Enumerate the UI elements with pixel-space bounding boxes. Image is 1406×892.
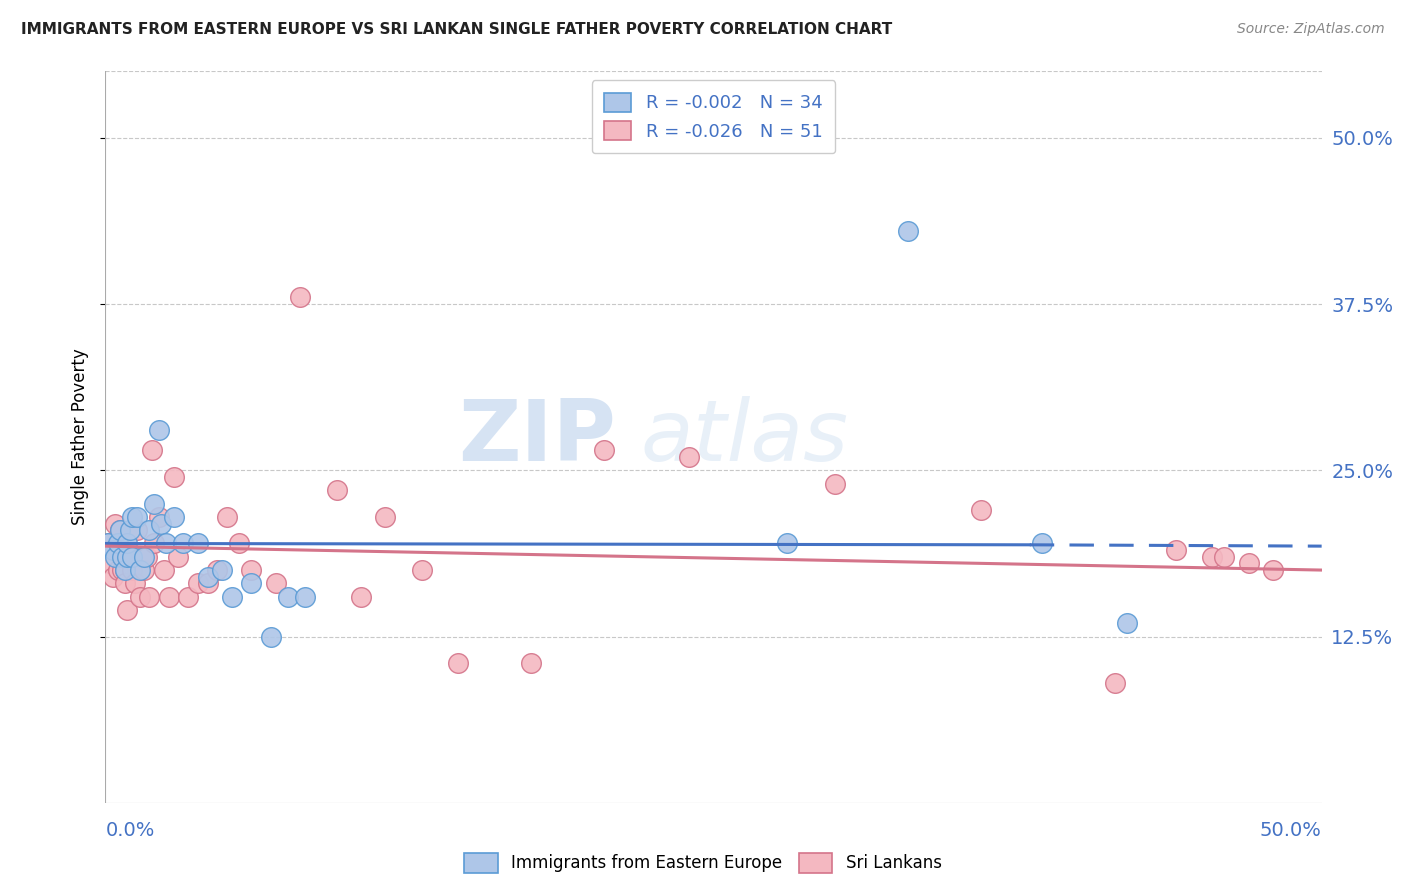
Point xyxy=(118,549,141,564)
Point xyxy=(350,590,373,604)
Text: ZIP: ZIP xyxy=(458,395,616,479)
Point xyxy=(162,470,184,484)
Point xyxy=(97,536,120,550)
Point xyxy=(240,576,263,591)
Point xyxy=(157,590,180,604)
Point xyxy=(240,563,263,577)
Point xyxy=(101,543,124,558)
Point xyxy=(117,536,139,550)
Point xyxy=(98,557,121,571)
Point xyxy=(520,656,543,670)
Point xyxy=(134,563,156,577)
Point xyxy=(207,563,229,577)
Text: IMMIGRANTS FROM EASTERN EUROPE VS SRI LANKAN SINGLE FATHER POVERTY CORRELATION C: IMMIGRANTS FROM EASTERN EUROPE VS SRI LA… xyxy=(21,22,893,37)
Point xyxy=(111,549,134,564)
Point xyxy=(104,549,127,564)
Point xyxy=(1237,557,1260,571)
Point xyxy=(153,563,176,577)
Point xyxy=(1261,563,1284,577)
Point xyxy=(775,536,797,550)
Point xyxy=(411,563,433,577)
Point xyxy=(104,516,127,531)
Point xyxy=(155,536,177,550)
Point xyxy=(197,570,219,584)
Point xyxy=(117,549,139,564)
Point xyxy=(114,563,136,577)
Point xyxy=(897,224,920,238)
Point xyxy=(107,563,129,577)
Point xyxy=(143,497,166,511)
Point xyxy=(124,576,146,591)
Point xyxy=(264,576,287,591)
Point xyxy=(294,590,316,604)
Point xyxy=(107,536,129,550)
Point xyxy=(125,509,148,524)
Point xyxy=(150,516,173,531)
Point xyxy=(678,450,700,464)
Point xyxy=(138,590,160,604)
Point xyxy=(135,549,157,564)
Point xyxy=(108,523,131,537)
Text: 0.0%: 0.0% xyxy=(105,821,155,839)
Point xyxy=(1104,676,1126,690)
Point xyxy=(325,483,347,498)
Point xyxy=(1201,549,1223,564)
Point xyxy=(970,503,993,517)
Legend: Immigrants from Eastern Europe, Sri Lankans: Immigrants from Eastern Europe, Sri Lank… xyxy=(458,847,948,880)
Point xyxy=(118,523,141,537)
Point xyxy=(143,536,166,550)
Point xyxy=(108,523,131,537)
Point xyxy=(187,536,209,550)
Point xyxy=(277,590,299,604)
Point xyxy=(447,656,470,670)
Point xyxy=(1116,616,1139,631)
Point xyxy=(114,576,136,591)
Y-axis label: Single Father Poverty: Single Father Poverty xyxy=(72,349,90,525)
Point xyxy=(121,549,143,564)
Point xyxy=(121,563,143,577)
Point xyxy=(138,523,160,537)
Point xyxy=(128,563,150,577)
Point xyxy=(1213,549,1236,564)
Point xyxy=(141,443,163,458)
Point xyxy=(824,476,846,491)
Legend: R = -0.002   N = 34, R = -0.026   N = 51: R = -0.002 N = 34, R = -0.026 N = 51 xyxy=(592,80,835,153)
Point xyxy=(211,563,233,577)
Point xyxy=(260,630,283,644)
Point xyxy=(125,523,148,537)
Point xyxy=(117,603,139,617)
Text: atlas: atlas xyxy=(641,395,849,479)
Point xyxy=(172,536,194,550)
Point xyxy=(148,509,170,524)
Point xyxy=(177,590,200,604)
Text: Source: ZipAtlas.com: Source: ZipAtlas.com xyxy=(1237,22,1385,37)
Point xyxy=(128,590,150,604)
Point xyxy=(167,549,190,564)
Point xyxy=(162,509,184,524)
Text: 50.0%: 50.0% xyxy=(1260,821,1322,839)
Point xyxy=(593,443,616,458)
Point xyxy=(228,536,250,550)
Point xyxy=(148,424,170,438)
Point xyxy=(1031,536,1053,550)
Point xyxy=(101,570,124,584)
Point xyxy=(187,576,209,591)
Point xyxy=(114,563,136,577)
Point xyxy=(217,509,239,524)
Point xyxy=(111,563,134,577)
Point xyxy=(97,536,120,550)
Point xyxy=(131,549,153,564)
Point xyxy=(288,290,311,304)
Point xyxy=(1164,543,1187,558)
Point xyxy=(197,576,219,591)
Point xyxy=(374,509,396,524)
Point xyxy=(121,509,143,524)
Point xyxy=(221,590,243,604)
Point xyxy=(134,549,156,564)
